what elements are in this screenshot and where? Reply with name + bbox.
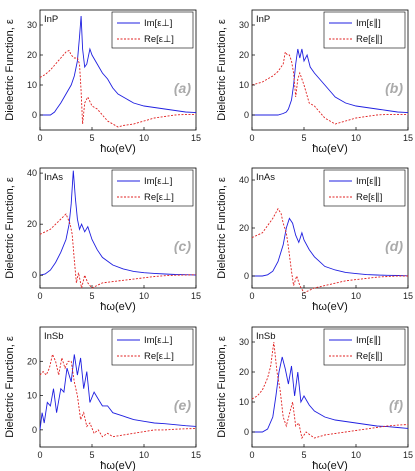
x-tick-label: 0 xyxy=(249,450,254,460)
legend-label-re: Re[ε∥] xyxy=(356,34,382,45)
y-axis-label: Dielectric Function, ε xyxy=(4,177,16,279)
y-tick-label: 0 xyxy=(244,271,249,281)
y-tick-label: 10 xyxy=(239,80,249,90)
x-tick-label: 10 xyxy=(139,450,149,460)
x-tick-label: 15 xyxy=(191,133,201,143)
legend-label-im: Im[ε∥] xyxy=(356,18,381,29)
x-tick-label: 5 xyxy=(301,450,306,460)
y-axis-label: Dielectric Function, ε xyxy=(216,19,228,121)
y-tick-label: 20 xyxy=(27,356,37,366)
x-tick-label: 5 xyxy=(301,133,306,143)
x-tick-label: 15 xyxy=(403,133,413,143)
legend-label-re: Re[ε∥] xyxy=(356,192,382,203)
y-tick-label: 0 xyxy=(32,270,37,280)
panel-letter: (e) xyxy=(174,397,191,413)
chart-panel-4: 0 5 10 15 0 20 40 InAs (d) Im[ε∥] Re[ε∥] Dielectric… xyxy=(216,168,413,313)
x-tick-label: 10 xyxy=(139,291,149,301)
x-tick-label: 5 xyxy=(89,450,94,460)
panel-letter: (c) xyxy=(174,238,191,254)
x-tick-label: 0 xyxy=(37,291,42,301)
x-tick-label: 5 xyxy=(301,291,306,301)
x-axis-label: ħω(eV) xyxy=(100,301,136,313)
chart-panel-5: 0 5 10 15 0 10 20 InSb (e) Im[ε⊥] Re[ε⊥] Dielectric… xyxy=(4,327,201,471)
y-tick-label: 10 xyxy=(27,80,37,90)
x-tick-label: 0 xyxy=(249,291,254,301)
panel-letter: (d) xyxy=(385,238,403,254)
x-tick-label: 10 xyxy=(351,133,361,143)
chart-panel-2: 0 5 10 15 0 10 20 30 InP (b) Im[ε∥] Re[ε∥] Dielectri… xyxy=(216,10,413,155)
y-tick-label: 0 xyxy=(32,425,37,435)
y-axis-label: Dielectric Function, ε xyxy=(216,336,228,438)
legend-label-im: Im[ε⊥] xyxy=(144,18,172,29)
legend-label-re: Re[ε⊥] xyxy=(144,34,174,45)
y-tick-label: 20 xyxy=(239,367,249,377)
material-label: InP xyxy=(256,14,270,25)
y-tick-label: 40 xyxy=(239,175,249,185)
material-label: InAs xyxy=(44,172,63,183)
y-axis-label: Dielectric Function, ε xyxy=(216,177,228,279)
legend-label-re: Re[ε⊥] xyxy=(144,351,174,362)
x-tick-label: 5 xyxy=(89,133,94,143)
y-tick-label: 0 xyxy=(244,110,249,120)
material-label: InSb xyxy=(44,331,64,342)
chart-panel-1: 0 5 10 15 0 10 20 30 InP (a) Im[ε⊥] Re[ε⊥] Dielectri… xyxy=(4,10,201,155)
y-tick-label: 20 xyxy=(239,50,249,60)
material-label: InAs xyxy=(256,172,275,183)
x-tick-label: 10 xyxy=(351,450,361,460)
y-tick-label: 20 xyxy=(27,50,37,60)
panel-letter: (f) xyxy=(389,397,403,413)
y-tick-label: 0 xyxy=(244,427,249,437)
x-tick-label: 0 xyxy=(249,133,254,143)
x-tick-label: 15 xyxy=(403,291,413,301)
legend-label-im: Im[ε⊥] xyxy=(144,176,172,187)
legend-label-re: Re[ε⊥] xyxy=(144,192,174,203)
x-tick-label: 15 xyxy=(403,450,413,460)
y-tick-label: 30 xyxy=(239,337,249,347)
chart-panel-6: 0 5 10 15 0 10 20 30 InSb (f) Im[ε∥] Re[ε∥] Dielectr… xyxy=(216,327,413,471)
x-tick-label: 0 xyxy=(37,450,42,460)
y-axis-label: Dielectric Function, ε xyxy=(4,19,16,121)
y-tick-label: 20 xyxy=(239,223,249,233)
x-axis-label: ħω(eV) xyxy=(312,460,348,471)
panel-letter: (b) xyxy=(385,80,403,96)
x-axis-label: ħω(eV) xyxy=(312,143,348,155)
x-axis-label: ħω(eV) xyxy=(100,143,136,155)
x-tick-label: 0 xyxy=(37,133,42,143)
x-tick-label: 15 xyxy=(191,450,201,460)
y-tick-label: 20 xyxy=(27,219,37,229)
material-label: InSb xyxy=(256,331,276,342)
y-tick-label: 0 xyxy=(32,110,37,120)
legend-label-im: Im[ε∥] xyxy=(356,176,381,187)
y-axis-label: Dielectric Function, ε xyxy=(4,336,16,438)
panel-letter: (a) xyxy=(174,80,191,96)
legend-label-re: Re[ε∥] xyxy=(356,351,382,362)
x-tick-label: 15 xyxy=(191,291,201,301)
legend-label-im: Im[ε⊥] xyxy=(144,335,172,346)
y-tick-label: 10 xyxy=(27,391,37,401)
y-tick-label: 30 xyxy=(239,20,249,30)
chart-panel-3: 0 5 10 15 0 20 40 InAs (c) Im[ε⊥] Re[ε⊥] Dielectric… xyxy=(4,168,201,313)
y-tick-label: 30 xyxy=(27,20,37,30)
y-tick-label: 40 xyxy=(27,168,37,178)
material-label: InP xyxy=(44,14,58,25)
x-tick-label: 10 xyxy=(139,133,149,143)
x-axis-label: ħω(eV) xyxy=(100,460,136,471)
x-tick-label: 10 xyxy=(351,291,361,301)
x-axis-label: ħω(eV) xyxy=(312,301,348,313)
legend-label-im: Im[ε∥] xyxy=(356,335,381,346)
y-tick-label: 10 xyxy=(239,397,249,407)
x-tick-label: 5 xyxy=(89,291,94,301)
